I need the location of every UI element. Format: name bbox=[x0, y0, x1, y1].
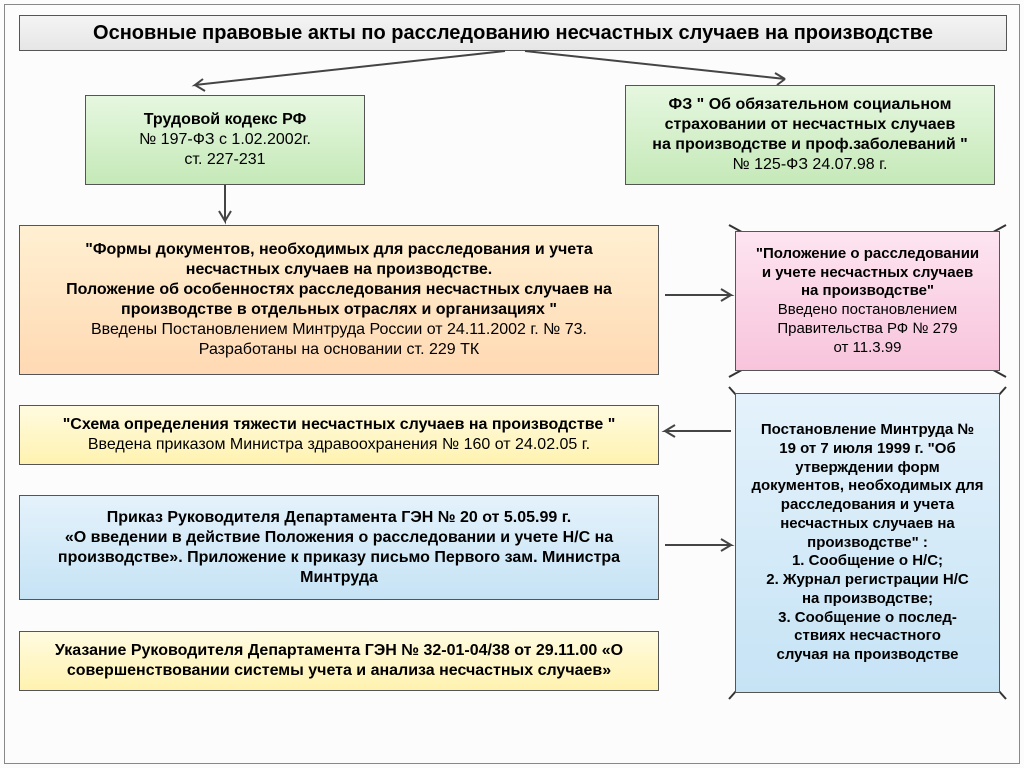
box-mintrud19-line10: на производстве; bbox=[802, 590, 933, 609]
box-mintrud19-line3: утверждении форм bbox=[795, 459, 940, 478]
box-mintrud19-line9: 2. Журнал регистрации Н/С bbox=[766, 571, 968, 590]
box-labor_code: Трудовой кодекс РФ№ 197-ФЗ с 1.02.2002г.… bbox=[85, 95, 365, 185]
box-order20-line2: «О введении в действие Положения о рассл… bbox=[65, 528, 613, 548]
box-mintrud19-line6: несчастных случаев на bbox=[780, 515, 954, 534]
title-text: Основные правовые акты по расследованию … bbox=[93, 21, 933, 46]
box-mintrud19-line2: 19 от 7 июля 1999 г. "Об bbox=[779, 440, 955, 459]
box-mintrud19-line11: 3. Сообщение о послед- bbox=[778, 609, 957, 628]
box-fz125-line2: страховании от несчастных случаев bbox=[665, 115, 956, 135]
box-order20: Приказ Руководителя Департамента ГЭН № 2… bbox=[19, 495, 659, 600]
box-forms: "Формы документов, необходимых для рассл… bbox=[19, 225, 659, 375]
box-order20-line1: Приказ Руководителя Департамента ГЭН № 2… bbox=[107, 508, 572, 528]
box-forms-line3: Положение об особенностях расследования … bbox=[66, 280, 612, 300]
box-order20-line4: Минтруда bbox=[300, 568, 378, 588]
box-scheme-line1: "Схема определения тяжести несчастных сл… bbox=[63, 415, 616, 435]
arrow-0 bbox=[195, 51, 505, 91]
box-mintrud19-line4: документов, необходимых для bbox=[751, 477, 983, 496]
box-mintrud19-line13: случая на производстве bbox=[777, 646, 959, 665]
box-position279-line2: и учете несчастных случаев bbox=[762, 264, 973, 283]
arrow-5 bbox=[665, 539, 731, 551]
box-order20-line3: производстве». Приложение к приказу пись… bbox=[58, 548, 620, 568]
box-fz125-line3: на производстве и проф.заболеваний " bbox=[652, 135, 967, 155]
box-forms-line5: Введены Постановлением Минтруда России о… bbox=[91, 320, 587, 340]
box-mintrud19-line5: расследования и учета bbox=[781, 496, 954, 515]
box-position279-line6: от 11.3.99 bbox=[834, 339, 902, 358]
box-labor_code-line3: ст. 227-231 bbox=[184, 150, 265, 170]
diagram-frame: Основные правовые акты по расследованию … bbox=[4, 4, 1020, 764]
box-mintrud19-line8: 1. Сообщение о Н/С; bbox=[792, 552, 943, 571]
box-fz125-line4: № 125-ФЗ 24.07.98 г. bbox=[733, 155, 888, 175]
box-labor_code-line1: Трудовой кодекс РФ bbox=[144, 110, 307, 130]
box-mintrud19-line1: Постановление Минтруда № bbox=[761, 421, 974, 440]
box-position279-line5: Правительства РФ № 279 bbox=[777, 320, 957, 339]
box-position279-line3: на производстве" bbox=[801, 282, 934, 301]
box-position279: "Положение о расследованиии учете несчас… bbox=[735, 231, 1000, 371]
box-mintrud19-line7: производстве" : bbox=[807, 534, 928, 553]
box-position279-line1: "Положение о расследовании bbox=[756, 245, 979, 264]
box-scheme-line2: Введена приказом Министра здравоохранени… bbox=[88, 435, 590, 455]
box-order32-line1: Указание Руководителя Департамента ГЭН №… bbox=[55, 641, 623, 661]
box-fz125-line1: ФЗ " Об обязательном социальном bbox=[669, 95, 952, 115]
arrow-1 bbox=[525, 51, 785, 85]
box-order32: Указание Руководителя Департамента ГЭН №… bbox=[19, 631, 659, 691]
box-mintrud19: Постановление Минтруда №19 от 7 июля 199… bbox=[735, 393, 1000, 693]
box-fz125: ФЗ " Об обязательном социальномстрахован… bbox=[625, 85, 995, 185]
box-position279-line4: Введено постановлением bbox=[778, 301, 957, 320]
box-forms-line6: Разработаны на основании ст. 229 ТК bbox=[199, 340, 479, 360]
diagram-title: Основные правовые акты по расследованию … bbox=[19, 15, 1007, 51]
box-forms-line4: производстве в отдельных отраслях и орга… bbox=[121, 300, 557, 320]
box-forms-line2: несчастных случаев на производстве. bbox=[186, 260, 492, 280]
box-scheme: "Схема определения тяжести несчастных сл… bbox=[19, 405, 659, 465]
box-labor_code-line2: № 197-ФЗ с 1.02.2002г. bbox=[139, 130, 311, 150]
box-forms-line1: "Формы документов, необходимых для рассл… bbox=[85, 240, 592, 260]
box-mintrud19-line12: ствиях несчастного bbox=[794, 627, 941, 646]
arrow-3 bbox=[665, 289, 731, 301]
arrow-4 bbox=[665, 425, 731, 437]
box-order32-line2: совершенствовании системы учета и анализ… bbox=[67, 661, 611, 681]
arrow-2 bbox=[219, 185, 231, 221]
